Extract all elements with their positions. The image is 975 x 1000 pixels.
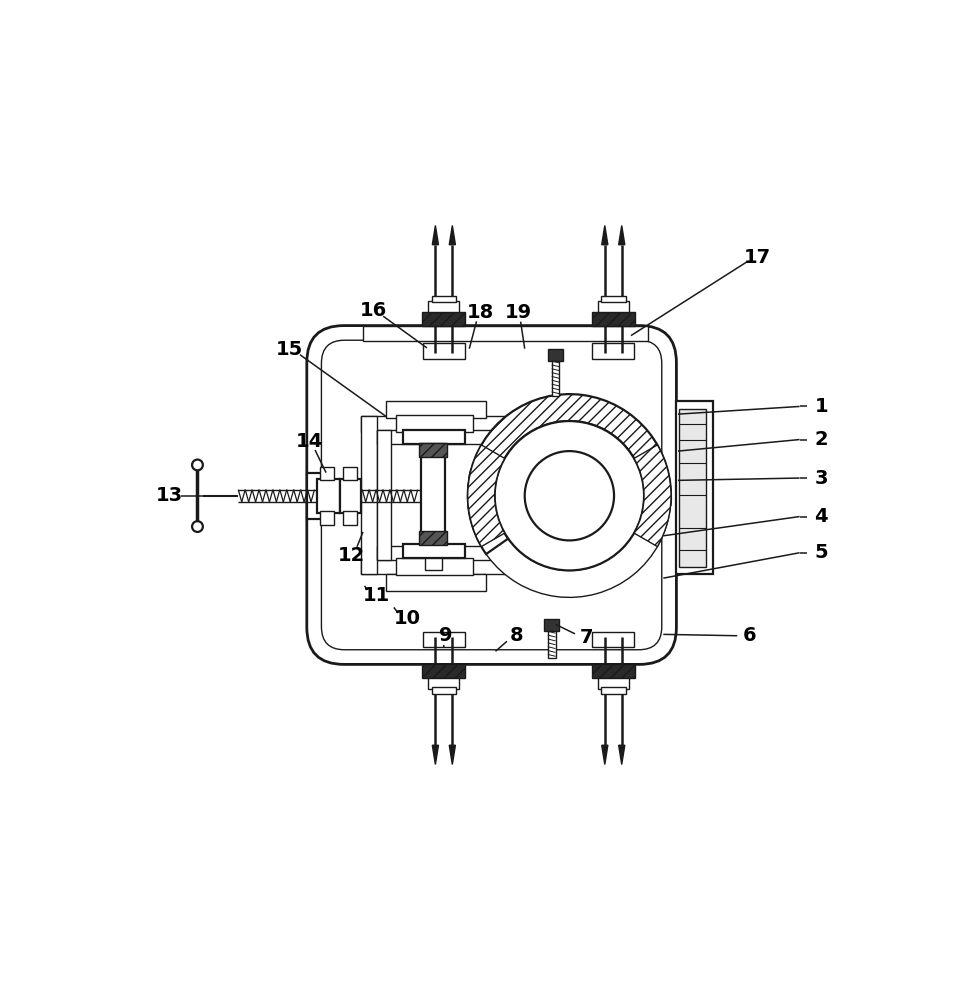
Polygon shape [602,745,607,764]
Bar [403,544,465,558]
Bar [320,511,333,525]
Bar [396,415,473,432]
Text: 6: 6 [743,626,757,645]
Bar [544,619,560,631]
Text: 18: 18 [466,303,493,322]
Bar [423,632,465,647]
Bar [423,343,465,359]
Bar [552,361,560,396]
Bar [428,301,459,312]
Text: 19: 19 [505,303,532,322]
Circle shape [525,451,614,540]
Bar [593,632,634,647]
Text: 16: 16 [360,301,387,320]
Text: 1: 1 [814,397,828,416]
Text: 5: 5 [814,543,828,562]
Bar [592,312,635,326]
Circle shape [494,421,644,570]
Bar [425,558,442,570]
Wedge shape [469,394,671,505]
Bar [598,678,629,689]
Polygon shape [602,225,607,245]
Text: 13: 13 [155,486,182,505]
Bar [592,664,635,678]
Bar [362,559,516,574]
Bar [601,687,626,694]
Circle shape [192,460,203,470]
Bar [680,409,706,567]
Bar [362,416,377,574]
Bar [396,558,473,575]
Wedge shape [634,445,671,547]
Bar [593,343,634,359]
Bar [548,349,564,361]
Bar [601,296,626,302]
Polygon shape [432,745,439,764]
Bar [386,574,487,591]
FancyBboxPatch shape [307,326,677,664]
Bar [422,312,465,326]
Wedge shape [468,478,671,597]
Wedge shape [468,445,505,547]
Polygon shape [449,745,455,764]
Bar [677,401,714,574]
Text: 8: 8 [510,626,524,645]
Bar [377,430,391,560]
Bar [343,511,357,525]
Bar [432,687,456,694]
Bar [419,443,447,457]
Bar [403,430,465,444]
Polygon shape [432,225,439,245]
Bar [340,479,362,513]
Bar [386,401,487,418]
Text: 11: 11 [364,586,391,605]
Text: 15: 15 [276,340,303,359]
Bar [377,546,512,560]
Text: 2: 2 [814,430,828,449]
Text: 10: 10 [394,609,421,628]
Circle shape [192,521,203,532]
Bar [421,444,446,544]
Wedge shape [468,469,508,554]
Text: 12: 12 [337,546,365,565]
Bar [422,664,465,678]
Text: 17: 17 [744,248,771,267]
Bar [317,479,340,513]
Text: 9: 9 [440,626,453,645]
Bar [428,678,459,689]
Bar [343,466,357,480]
Bar [362,416,516,432]
Bar [320,466,333,480]
Bar [377,430,512,444]
Bar [548,631,556,658]
Text: 14: 14 [295,432,323,451]
Polygon shape [619,225,625,245]
Text: 7: 7 [579,628,593,647]
Polygon shape [449,225,455,245]
Text: 3: 3 [814,469,828,488]
Bar [307,473,324,519]
Text: 4: 4 [814,507,828,526]
Bar [598,301,629,312]
Bar [432,296,456,302]
Bar [363,326,648,341]
Polygon shape [619,745,625,764]
Bar [419,531,447,545]
